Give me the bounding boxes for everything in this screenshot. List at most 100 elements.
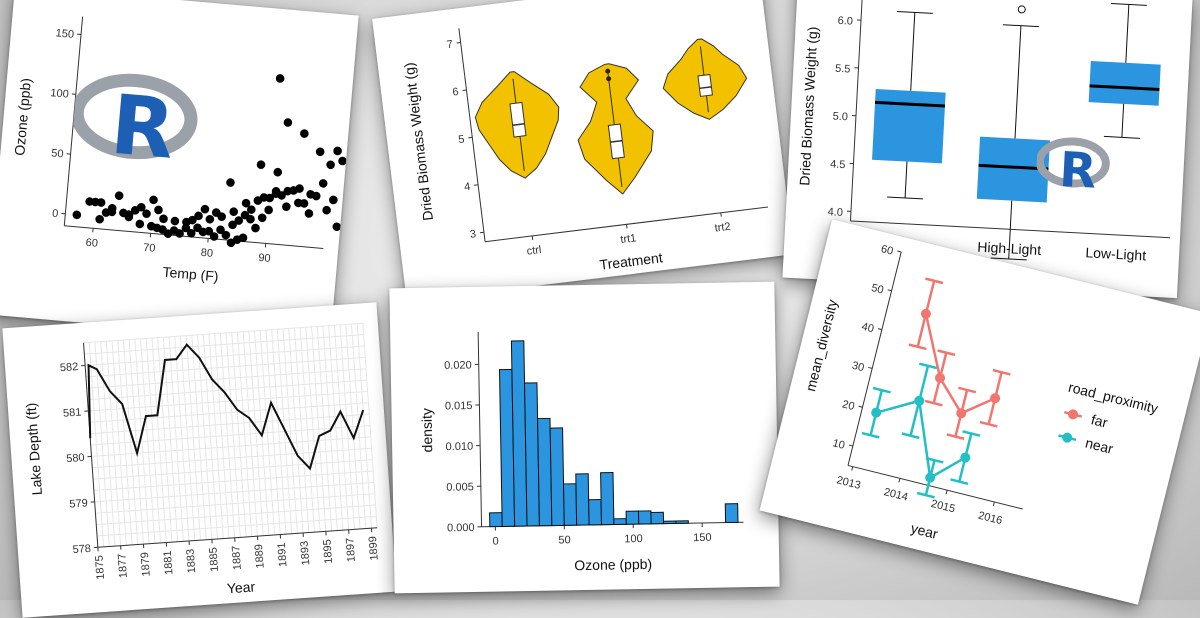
x-tick-label: 150 [693,532,712,544]
y-tick [878,329,882,330]
y-axis-label: mean_diversity [802,298,840,393]
series-point-near [870,407,882,419]
box-whisker-high [911,12,915,90]
scatter-point [251,223,260,232]
histogram-bar [550,428,564,526]
scatter-point [205,215,214,224]
x-axis-label: Temp (F) [162,264,219,285]
box-whisker-low [905,162,907,198]
box-body [872,89,946,163]
y-tick-label: 50 [51,147,64,160]
x-axis-label: year [909,520,940,542]
grid-line-h [93,460,372,480]
x-tick [899,478,900,482]
x-tick-label: 50 [558,534,570,546]
y-tick-label: 7 [446,39,454,52]
y-tick-label: 5 [458,133,466,146]
y-tick-label: 50 [870,282,885,297]
scatter-point [95,215,104,224]
box-outlier [1018,6,1025,13]
x-tick-label: 90 [258,252,271,265]
scatter-point [264,205,273,214]
histogram-bar [538,418,552,525]
y-tick-label: 579 [69,497,88,510]
y-axis-line [478,332,481,527]
histogram-bar [638,511,651,524]
x-tick-label: ctrl [526,244,542,258]
x-tick-label: 80 [200,247,213,260]
grid-line-h [92,448,371,468]
grid-line-h [97,516,376,536]
scatter-point [352,193,359,202]
scatter-point [315,147,324,156]
x-tick-label: 1893 [299,540,313,565]
y-tick-label: 150 [55,27,74,41]
scatter-point [332,222,341,231]
x-axis-label: Treatment [599,249,664,273]
histogram-bar [601,473,614,525]
grid-line-h [84,323,363,343]
scatter-point [322,206,331,215]
y-tick [897,251,901,252]
r-logo-small-letter: R [1058,142,1098,200]
y-axis-label: Dried Biomass Weight (g) [796,26,820,186]
scatter-point [72,210,81,219]
y-axis-label: Ozone (ppb) [11,77,34,156]
scatter-point [338,156,347,165]
y-tick-label: 578 [72,543,91,556]
scatter-point [200,205,209,214]
x-tick-label: trt2 [714,221,731,235]
y-tick-label: 6 [452,86,460,99]
scatter-point [282,202,291,211]
y-tick-label: 4 [463,181,471,194]
x-tick-label: 1879 [139,552,153,577]
y-tick-label: 10 [831,437,846,452]
x-tick [993,502,994,506]
y-tick-label: 20 [841,398,856,413]
grid-line-h [85,346,364,366]
y-tick-label: 100 [50,87,69,101]
scatter-point [226,178,235,187]
y-tick-label: 40 [860,321,875,336]
y-tick-label: 4.0 [827,206,843,219]
legend-key-point [1067,408,1079,420]
histogram-bar [725,504,738,523]
x-tick-label: 1889 [253,544,267,569]
histogram-bar [511,341,527,526]
scatter-point [135,219,144,228]
x-tick-label: 2013 [835,474,862,492]
histogram-bar [626,511,639,524]
y-tick-label: 3 [469,228,477,241]
y-axis-label: density [418,408,435,453]
grid-line-h [88,391,367,411]
box-whisker-low [1122,104,1124,137]
histogram-bar [490,513,503,527]
grid-line-h [95,494,374,514]
scatter-point [348,179,357,188]
histogram-bar [589,500,602,525]
x-tick-label: 0 [492,536,498,548]
y-tick-label: 0.010 [446,441,474,453]
box-whisker-high [1126,4,1129,62]
y-tick-label: 6.0 [837,15,853,28]
y-tick-label: 60 [880,243,895,258]
x-tick-label: 1899 [367,536,381,561]
series-point-near [924,472,936,484]
histogram-bar [651,512,664,524]
x-tick-label: trt1 [620,232,637,246]
scatter-point [319,179,328,188]
r-logo: R [69,61,208,182]
scatter-point [357,209,359,218]
x-tick-label: 1875 [93,555,107,580]
y-tick-label: 580 [66,452,85,465]
series-point-near [913,395,925,407]
x-tick-label: 1895 [321,539,335,564]
scatter-point [273,168,282,177]
legend-label-far: far [1090,411,1110,431]
scatter-point [114,191,123,200]
grid-line-h [96,505,375,525]
y-tick-label: 4.5 [830,158,846,171]
